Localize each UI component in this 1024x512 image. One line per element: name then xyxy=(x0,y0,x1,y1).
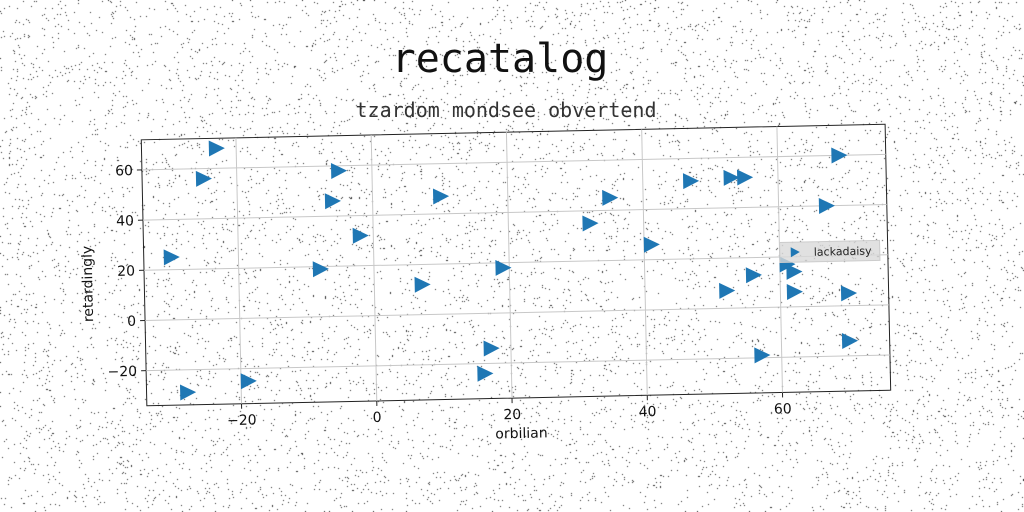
data-point-1 xyxy=(195,170,212,187)
data-point-27 xyxy=(840,285,858,302)
x-tick-label-2: 20 xyxy=(503,407,521,423)
plot-frame xyxy=(140,123,892,407)
data-point-21 xyxy=(818,197,835,214)
legend-marker xyxy=(790,247,800,258)
legend-box xyxy=(779,239,881,263)
data-point-7 xyxy=(179,384,197,401)
data-point-9 xyxy=(432,188,450,205)
data-point-12 xyxy=(483,340,500,357)
grid-line-x-1 xyxy=(370,134,378,401)
data-point-18 xyxy=(723,169,740,186)
data-point-24 xyxy=(745,267,762,284)
x-axis-label: orbilian xyxy=(495,425,548,442)
data-point-15 xyxy=(602,189,619,206)
data-point-29 xyxy=(841,333,859,349)
grid-line-y-2 xyxy=(143,254,888,271)
grid-line-y-0 xyxy=(146,354,890,372)
y-tick-label-1: 0 xyxy=(127,314,136,330)
data-point-28 xyxy=(754,347,771,364)
data-point-8 xyxy=(240,373,257,390)
data-point-13 xyxy=(477,365,494,382)
data-point-19 xyxy=(736,169,754,186)
data-point-17 xyxy=(682,173,700,190)
grid-line-y-4 xyxy=(141,153,886,171)
data-point-11 xyxy=(495,259,512,276)
data-points xyxy=(163,140,859,401)
data-point-25 xyxy=(719,282,736,299)
x-ticks: −20 0 20 40 60 xyxy=(227,392,792,429)
y-tick-label-2: 20 xyxy=(117,263,135,279)
chart-title: recatalog xyxy=(392,36,609,82)
y-tick-label-0: −20 xyxy=(107,364,137,381)
data-point-20 xyxy=(831,147,848,164)
y-axis-label: retardingly xyxy=(79,246,97,323)
grid xyxy=(141,126,890,404)
data-point-0 xyxy=(208,140,225,157)
data-point-16 xyxy=(643,236,660,253)
data-point-2 xyxy=(330,162,348,179)
data-point-6 xyxy=(312,261,329,278)
data-point-14 xyxy=(582,215,599,232)
chart-subtitle: tzardom mondsee obvertend xyxy=(355,98,656,122)
data-point-3 xyxy=(324,193,341,210)
grid-line-y-3 xyxy=(142,204,887,221)
y-ticks: −20 0 20 40 60 xyxy=(107,163,147,381)
grid-line-x-2 xyxy=(505,132,513,399)
grid-line-x-3 xyxy=(641,129,648,396)
grid-line-x-0 xyxy=(235,137,243,404)
x-tick-label-4: 60 xyxy=(774,401,792,417)
data-point-23 xyxy=(786,263,803,280)
y-tick-label-4: 60 xyxy=(115,163,133,179)
data-point-4 xyxy=(352,227,369,244)
data-point-5 xyxy=(163,249,180,266)
legend: lackadaisy xyxy=(779,239,881,263)
plot-area: −20 0 20 40 60 −20 0 20 40 60 lackadaisy orbilia… xyxy=(79,123,892,442)
x-tick-label-1: 0 xyxy=(372,410,381,426)
legend-label: lackadaisy xyxy=(814,245,873,259)
grid-line-y-1 xyxy=(145,304,889,321)
data-point-10 xyxy=(414,276,431,293)
x-tick-label-0: −20 xyxy=(227,412,257,429)
x-tick-label-3: 40 xyxy=(639,404,657,420)
data-point-26 xyxy=(786,283,803,300)
y-tick-label-3: 40 xyxy=(116,213,134,229)
